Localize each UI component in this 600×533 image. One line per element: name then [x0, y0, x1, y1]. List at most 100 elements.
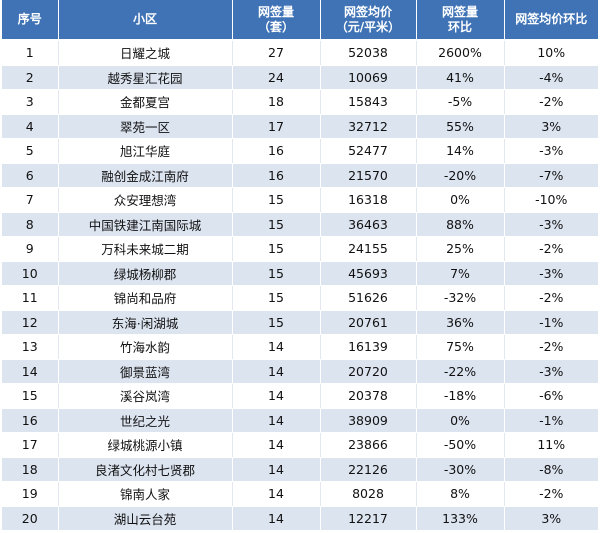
cell-count: 14	[232, 334, 321, 360]
table-row: 19 锦南人家 14 8028 8% -2%	[2, 481, 598, 507]
cell-name: 锦尚和品府	[58, 285, 233, 311]
cell-price: 38909	[320, 408, 417, 433]
cell-count-mom: 55%	[416, 114, 505, 139]
table-row: 20 湖山云台苑 14 12217 133% 3%	[2, 506, 598, 531]
cell-count: 15	[232, 236, 321, 262]
cell-price-mom: 3%	[504, 506, 598, 531]
table-body: 1 日耀之城 27 52038 2600% 10% 2 越秀星汇花园 24 10069 41% -4%…	[2, 40, 598, 531]
cell-name: 湖山云台苑	[58, 506, 233, 531]
cell-count-mom: 14%	[416, 138, 505, 164]
cell-count: 14	[232, 408, 321, 433]
header-price-mom: 网签均价环比	[504, 0, 598, 41]
cell-no: 4	[2, 114, 59, 139]
cell-count-mom: 8%	[416, 481, 505, 507]
cell-price: 15843	[320, 89, 417, 115]
cell-no: 10	[2, 261, 59, 286]
cell-price: 20720	[320, 359, 417, 384]
cell-name: 锦南人家	[58, 481, 233, 507]
header-count-mom-line1: 网签量	[441, 4, 478, 19]
cell-name: 越秀星汇花园	[58, 65, 233, 90]
cell-no: 3	[2, 89, 59, 115]
cell-price-mom: -1%	[504, 310, 598, 335]
table-row: 11 锦尚和品府 15 51626 -32% -2%	[2, 285, 598, 311]
cell-price: 32712	[320, 114, 417, 139]
cell-price: 10069	[320, 65, 417, 90]
cell-no: 20	[2, 506, 59, 531]
cell-count: 24	[232, 65, 321, 90]
cell-count-mom: -20%	[416, 163, 505, 188]
cell-price: 52477	[320, 138, 417, 164]
cell-price-mom: -2%	[504, 334, 598, 360]
cell-no: 5	[2, 138, 59, 164]
cell-count-mom: 36%	[416, 310, 505, 335]
cell-price-mom: 3%	[504, 114, 598, 139]
cell-count-mom: 75%	[416, 334, 505, 360]
cell-price-mom: -7%	[504, 163, 598, 188]
table-header: 序号 小区 网签量 （套） 网签均价 （元/平米） 网签量 环比 网签均价环比	[2, 0, 598, 41]
cell-count-mom: 0%	[416, 187, 505, 213]
table-row: 9 万科未来城二期 15 24155 25% -2%	[2, 236, 598, 262]
cell-count-mom: -32%	[416, 285, 505, 311]
cell-price-mom: -10%	[504, 187, 598, 213]
cell-name: 世纪之光	[58, 408, 233, 433]
header-row: 序号 小区 网签量 （套） 网签均价 （元/平米） 网签量 环比 网签均价环比	[2, 0, 598, 41]
table-row: 4 翠苑一区 17 32712 55% 3%	[2, 114, 598, 139]
cell-count-mom: -5%	[416, 89, 505, 115]
cell-count: 16	[232, 138, 321, 164]
table-row: 3 金都夏宫 18 15843 -5% -2%	[2, 89, 598, 115]
header-count-mom-line2: 环比	[447, 19, 472, 34]
cell-price-mom: -6%	[504, 383, 598, 409]
cell-price-mom: 10%	[504, 40, 598, 66]
cell-count: 14	[232, 432, 321, 458]
cell-no: 6	[2, 163, 59, 188]
cell-price-mom: -3%	[504, 261, 598, 286]
cell-price: 12217	[320, 506, 417, 531]
header-count-line2: （套）	[257, 19, 294, 34]
table-row: 15 溪谷岚湾 14 20378 -18% -6%	[2, 383, 598, 409]
header-no: 序号	[2, 0, 59, 41]
cell-name: 东海·闲湖城	[58, 310, 233, 335]
cell-price: 16318	[320, 187, 417, 213]
cell-price-mom: -2%	[504, 236, 598, 262]
cell-name: 竹海水韵	[58, 334, 233, 360]
cell-no: 17	[2, 432, 59, 458]
cell-count: 15	[232, 187, 321, 213]
cell-price-mom: 11%	[504, 432, 598, 458]
cell-count: 14	[232, 383, 321, 409]
header-count-line1: 网签量	[257, 4, 294, 19]
cell-count-mom: -22%	[416, 359, 505, 384]
cell-price-mom: -1%	[504, 408, 598, 433]
cell-price-mom: -2%	[504, 481, 598, 507]
cell-count-mom: -18%	[416, 383, 505, 409]
cell-name: 众安理想湾	[58, 187, 233, 213]
table-row: 12 东海·闲湖城 15 20761 36% -1%	[2, 310, 598, 335]
cell-name: 金都夏宫	[58, 89, 233, 115]
cell-price: 20378	[320, 383, 417, 409]
cell-no: 18	[2, 457, 59, 482]
cell-price-mom: -3%	[504, 359, 598, 384]
table-row: 2 越秀星汇花园 24 10069 41% -4%	[2, 65, 598, 90]
cell-price: 45693	[320, 261, 417, 286]
cell-name: 旭江华庭	[58, 138, 233, 164]
header-price-line1: 网签均价	[343, 4, 392, 19]
cell-no: 12	[2, 310, 59, 335]
cell-count: 16	[232, 163, 321, 188]
cell-count: 15	[232, 212, 321, 237]
table-row: 17 绿城桃源小镇 14 23866 -50% 11%	[2, 432, 598, 458]
cell-count: 15	[232, 261, 321, 286]
cell-price-mom: -4%	[504, 65, 598, 90]
table-row: 16 世纪之光 14 38909 0% -1%	[2, 408, 598, 433]
cell-price: 51626	[320, 285, 417, 311]
cell-count: 14	[232, 506, 321, 531]
table-row: 13 竹海水韵 14 16139 75% -2%	[2, 334, 598, 360]
cell-price: 52038	[320, 40, 417, 66]
cell-no: 15	[2, 383, 59, 409]
cell-price-mom: -2%	[504, 285, 598, 311]
cell-count-mom: 25%	[416, 236, 505, 262]
cell-price: 20761	[320, 310, 417, 335]
cell-count-mom: 88%	[416, 212, 505, 237]
cell-price: 8028	[320, 481, 417, 507]
cell-no: 19	[2, 481, 59, 507]
cell-no: 8	[2, 212, 59, 237]
table-row: 8 中国铁建江南国际城 15 36463 88% -3%	[2, 212, 598, 237]
